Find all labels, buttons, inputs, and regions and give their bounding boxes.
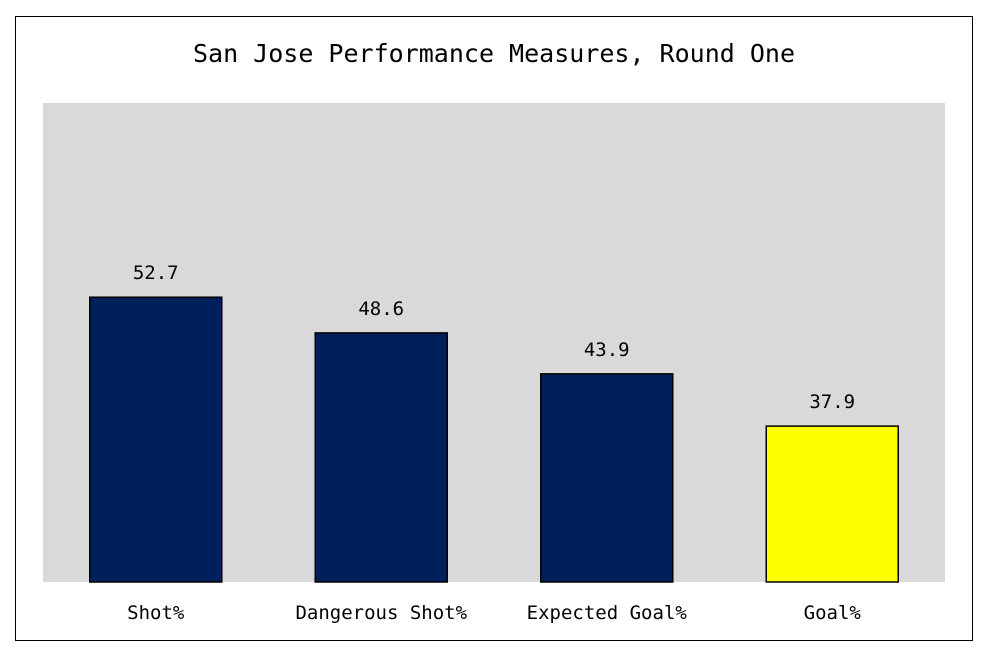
chart-title: San Jose Performance Measures, Round One	[193, 39, 795, 68]
bars-layer	[89, 296, 899, 583]
x-tick-label-2: Expected Goal%	[527, 602, 688, 624]
data-label-1: 48.6	[358, 298, 404, 320]
bar-0	[89, 296, 223, 583]
data-label-3: 37.9	[809, 391, 855, 413]
data-label-2: 43.9	[584, 339, 630, 361]
data-label-0: 52.7	[133, 262, 179, 284]
bar-3	[765, 425, 899, 583]
bar-2	[540, 373, 674, 583]
bar-1	[314, 332, 448, 583]
x-tick-label-1: Dangerous Shot%	[295, 602, 467, 624]
x-axis-tick-labels: Shot% Dangerous Shot% Expected Goal% Goal%	[127, 602, 861, 624]
x-tick-label-0: Shot%	[127, 602, 185, 624]
labels-layer: 52.7 48.6 43.9 37.9	[133, 262, 855, 413]
x-tick-label-3: Goal%	[804, 602, 862, 624]
